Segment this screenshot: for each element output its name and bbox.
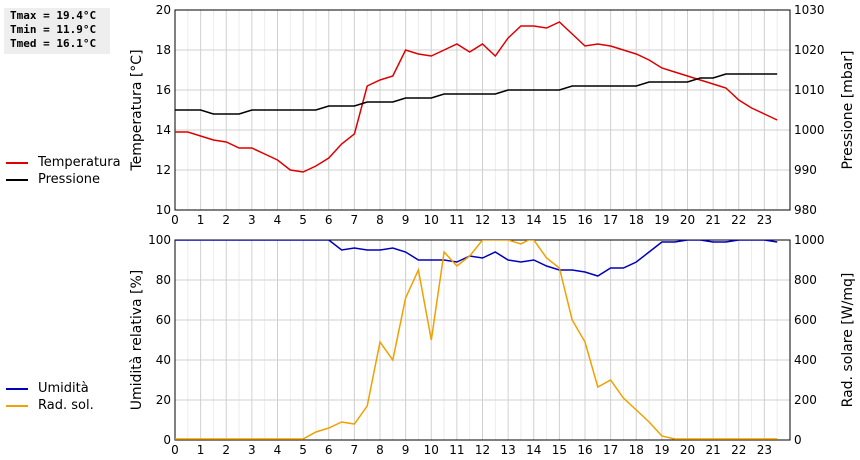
y-tick-label: 0 bbox=[163, 433, 171, 447]
x-tick-label: 23 bbox=[757, 213, 772, 227]
x-tick-label: 12 bbox=[475, 443, 490, 457]
y2-tick-label: 1010 bbox=[794, 83, 825, 97]
series-line-umidit bbox=[175, 240, 778, 277]
y-tick-label: 100 bbox=[148, 233, 171, 247]
y2-tick-label: 400 bbox=[794, 353, 817, 367]
y2-tick-label: 980 bbox=[794, 203, 817, 217]
x-tick-label: 8 bbox=[376, 443, 384, 457]
x-tick-label: 21 bbox=[705, 443, 720, 457]
x-tick-label: 22 bbox=[731, 443, 746, 457]
x-tick-label: 10 bbox=[424, 443, 439, 457]
y-axis-label: Umidità relativa [%] bbox=[129, 270, 145, 411]
x-tick-label: 3 bbox=[248, 443, 256, 457]
x-tick-label: 19 bbox=[654, 443, 669, 457]
tmed-label: Tmed = 16.1°C bbox=[10, 37, 97, 50]
y-tick-label: 14 bbox=[156, 123, 171, 137]
tmax-label: Tmax = 19.4°C bbox=[10, 9, 97, 22]
x-tick-label: 9 bbox=[402, 213, 410, 227]
x-tick-label: 12 bbox=[475, 213, 490, 227]
y-axis-label: Temperatura [°C] bbox=[129, 49, 145, 171]
stats-box: Tmax = 19.4°C Tmin = 11.9°C Tmed = 16.1°… bbox=[4, 8, 110, 54]
x-tick-label: 11 bbox=[449, 443, 464, 457]
x-tick-label: 16 bbox=[577, 443, 592, 457]
legend-swatch-radiazione bbox=[6, 404, 28, 407]
x-tick-label: 14 bbox=[526, 443, 541, 457]
x-tick-label: 7 bbox=[351, 443, 359, 457]
y2-tick-label: 990 bbox=[794, 163, 817, 177]
y2-tick-label: 600 bbox=[794, 313, 817, 327]
y-tick-label: 16 bbox=[156, 83, 171, 97]
x-tick-label: 5 bbox=[299, 213, 307, 227]
tmin-label: Tmin = 11.9°C bbox=[10, 23, 97, 36]
y-tick-label: 20 bbox=[156, 393, 171, 407]
x-tick-label: 16 bbox=[577, 213, 592, 227]
legend-label-radiazione: Rad. sol. bbox=[38, 398, 94, 413]
x-tick-label: 0 bbox=[171, 213, 179, 227]
legend-item-temperatura: Temperatura bbox=[6, 154, 121, 171]
x-tick-label: 14 bbox=[526, 213, 541, 227]
x-tick-label: 20 bbox=[680, 443, 695, 457]
y2-axis-label: Pressione [mbar] bbox=[840, 50, 856, 169]
y2-tick-label: 0 bbox=[794, 433, 802, 447]
x-tick-label: 9 bbox=[402, 443, 410, 457]
x-tick-label: 0 bbox=[171, 443, 179, 457]
legend-swatch-temperatura bbox=[6, 161, 28, 164]
y-tick-label: 40 bbox=[156, 353, 171, 367]
x-tick-label: 7 bbox=[351, 213, 359, 227]
legend-label-umidita: Umidità bbox=[38, 381, 89, 396]
y2-tick-label: 200 bbox=[794, 393, 817, 407]
legend-label-temperatura: Temperatura bbox=[38, 155, 121, 170]
x-tick-label: 6 bbox=[325, 213, 333, 227]
x-tick-label: 23 bbox=[757, 443, 772, 457]
x-tick-label: 11 bbox=[449, 213, 464, 227]
series-line-rad-sol bbox=[175, 240, 778, 440]
series-line-pressione bbox=[175, 73, 778, 115]
legend-label-pressione: Pressione bbox=[38, 172, 101, 187]
y-tick-label: 80 bbox=[156, 273, 171, 287]
x-tick-label: 21 bbox=[705, 213, 720, 227]
y2-tick-label: 800 bbox=[794, 273, 817, 287]
x-tick-label: 17 bbox=[603, 443, 618, 457]
series-line-temperatura bbox=[175, 21, 778, 173]
x-tick-label: 6 bbox=[325, 443, 333, 457]
legend-item-umidita: Umidità bbox=[6, 380, 94, 397]
y2-tick-label: 1020 bbox=[794, 43, 825, 57]
x-tick-label: 18 bbox=[629, 443, 644, 457]
x-tick-label: 13 bbox=[500, 213, 515, 227]
y-tick-label: 10 bbox=[156, 203, 171, 217]
y2-axis-label: Rad. solare [W/mq] bbox=[840, 273, 856, 408]
x-tick-label: 1 bbox=[197, 213, 205, 227]
legend-swatch-umidita bbox=[6, 387, 28, 390]
y-tick-label: 20 bbox=[156, 3, 171, 17]
x-tick-label: 13 bbox=[500, 443, 515, 457]
legend-bottom: Umidità Rad. sol. bbox=[6, 380, 94, 414]
x-tick-label: 2 bbox=[222, 443, 230, 457]
legend-item-pressione: Pressione bbox=[6, 171, 121, 188]
x-tick-label: 4 bbox=[274, 213, 282, 227]
x-tick-label: 20 bbox=[680, 213, 695, 227]
y2-tick-label: 1000 bbox=[794, 123, 825, 137]
y-tick-label: 12 bbox=[156, 163, 171, 177]
y2-tick-label: 1000 bbox=[794, 233, 825, 247]
x-tick-label: 19 bbox=[654, 213, 669, 227]
legend-swatch-pressione bbox=[6, 178, 28, 181]
x-tick-label: 1 bbox=[197, 443, 205, 457]
x-tick-label: 18 bbox=[629, 213, 644, 227]
x-tick-label: 2 bbox=[222, 213, 230, 227]
legend-item-radiazione: Rad. sol. bbox=[6, 397, 94, 414]
y2-tick-label: 1030 bbox=[794, 3, 825, 17]
x-tick-label: 3 bbox=[248, 213, 256, 227]
x-tick-label: 4 bbox=[274, 443, 282, 457]
y-tick-label: 18 bbox=[156, 43, 171, 57]
x-tick-label: 10 bbox=[424, 213, 439, 227]
x-tick-label: 5 bbox=[299, 443, 307, 457]
x-tick-label: 8 bbox=[376, 213, 384, 227]
x-tick-label: 15 bbox=[552, 213, 567, 227]
x-tick-label: 15 bbox=[552, 443, 567, 457]
x-tick-label: 22 bbox=[731, 213, 746, 227]
y-tick-label: 60 bbox=[156, 313, 171, 327]
x-tick-label: 17 bbox=[603, 213, 618, 227]
legend-top: Temperatura Pressione bbox=[6, 154, 121, 188]
